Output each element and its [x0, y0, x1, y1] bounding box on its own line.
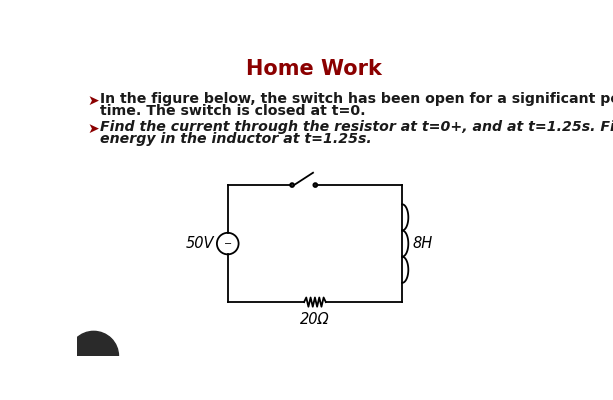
Text: energy in the inductor at t=1.25s.: energy in the inductor at t=1.25s. — [100, 132, 371, 146]
Text: 50V: 50V — [185, 236, 214, 251]
Circle shape — [69, 331, 118, 381]
Text: −: − — [224, 239, 232, 249]
Text: time. The switch is closed at t=0.: time. The switch is closed at t=0. — [100, 104, 365, 118]
Text: ➤: ➤ — [88, 94, 99, 108]
Text: ➤: ➤ — [88, 122, 99, 136]
Text: Home Work: Home Work — [246, 59, 382, 79]
Text: In the figure below, the switch has been open for a significant period of: In the figure below, the switch has been… — [100, 92, 613, 106]
Text: Find the current through the resistor at t=0+, and at t=1.25s. Find the: Find the current through the resistor at… — [100, 120, 613, 134]
Text: 8H: 8H — [413, 236, 433, 251]
Text: 20Ω: 20Ω — [300, 312, 330, 327]
